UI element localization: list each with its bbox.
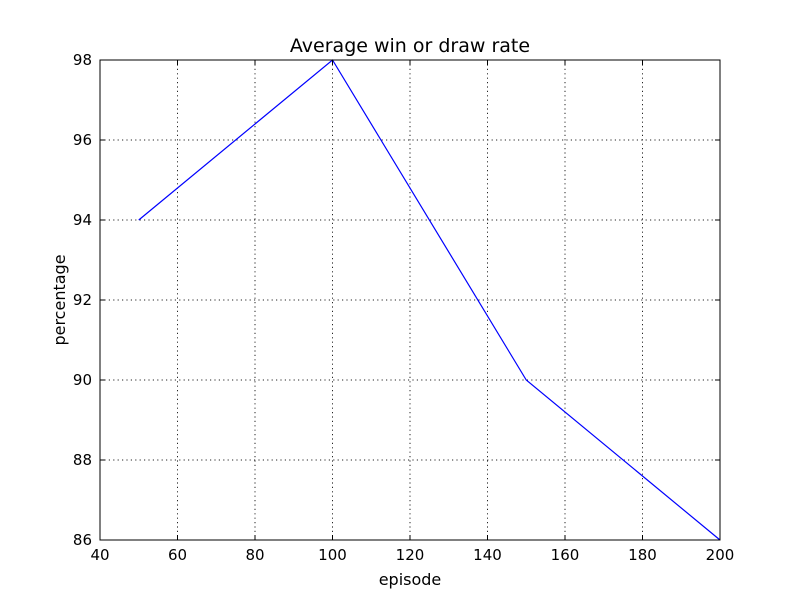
grid xyxy=(100,60,720,540)
y-tick-label: 92 xyxy=(73,291,92,309)
x-tick-label: 40 xyxy=(90,546,109,564)
x-axis-label: episode xyxy=(379,570,442,589)
series-layer xyxy=(138,59,721,541)
x-tick-label: 60 xyxy=(168,546,187,564)
x-tick-label: 100 xyxy=(318,546,347,564)
y-tick-label: 98 xyxy=(73,51,92,69)
y-axis-label: percentage xyxy=(50,254,69,345)
x-tick-label: 200 xyxy=(706,546,735,564)
y-axis-tick-labels: 86 88 90 92 94 96 98 xyxy=(73,51,92,549)
y-tick-label: 86 xyxy=(73,531,92,549)
chart-title: Average win or draw rate xyxy=(290,35,530,57)
y-tick-label: 90 xyxy=(73,371,92,389)
x-tick-label: 140 xyxy=(473,546,502,564)
y-tick-label: 88 xyxy=(73,451,92,469)
y-tick-label: 94 xyxy=(73,211,92,229)
x-tick-label: 120 xyxy=(396,546,425,564)
x-tick-label: 80 xyxy=(245,546,264,564)
series-line xyxy=(138,59,721,541)
y-tick-label: 96 xyxy=(73,131,92,149)
axis-ticks xyxy=(99,59,721,541)
x-tick-label: 180 xyxy=(628,546,657,564)
x-axis-tick-labels: 40 60 80 100 120 140 160 180 200 xyxy=(90,546,734,564)
x-tick-label: 160 xyxy=(551,546,580,564)
